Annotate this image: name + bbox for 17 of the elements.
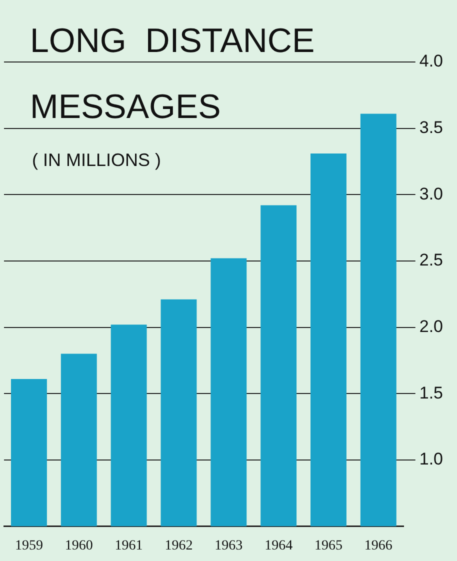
x-tick-label: 1965 <box>314 538 342 554</box>
y-tick-label: 3.0 <box>419 184 444 204</box>
y-tick-label: 3.5 <box>419 118 444 137</box>
text: ( IN MILLIONS ) <box>32 150 162 171</box>
x-tick-label: 1964 <box>264 538 293 554</box>
x-tick-label: 1961 <box>114 538 143 554</box>
y-tick-label: 2.5 <box>419 250 444 270</box>
x-tick-label: 1959 <box>14 538 43 554</box>
y-tick-label: 2.0 <box>419 316 444 336</box>
y-tick-label: 4.0 <box>419 52 444 71</box>
y-tick-label: 1.5 <box>419 383 444 402</box>
x-tick-label: 1963 <box>214 538 243 554</box>
chart-title: LONG DISTANCE MESSAGES <box>30 21 315 128</box>
x-tick-label: 1966 <box>364 538 392 554</box>
x-tick-label: 1962 <box>164 538 193 554</box>
y-tick-label: 1.0 <box>419 450 444 469</box>
x-tick-label: 1960 <box>64 538 93 554</box>
